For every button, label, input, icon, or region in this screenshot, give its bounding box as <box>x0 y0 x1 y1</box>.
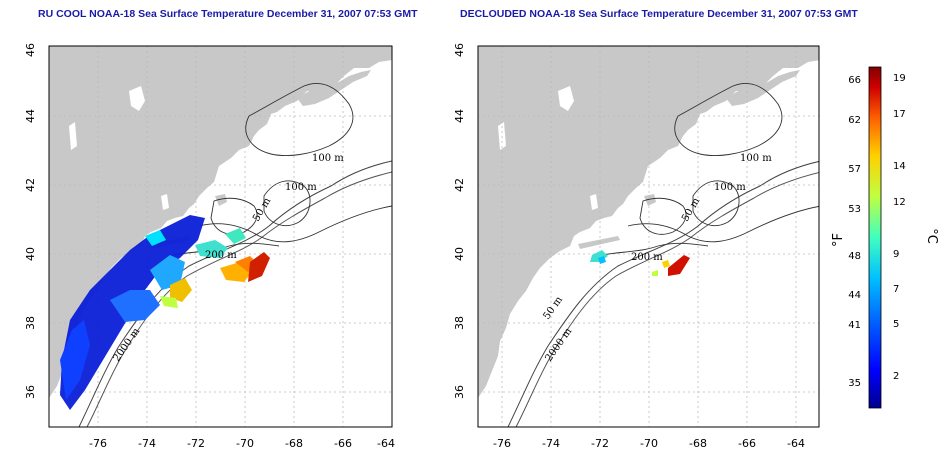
x-tick-right-7: -64 <box>787 437 805 450</box>
y-tick-left-1: 36 <box>24 385 37 399</box>
panel-title-left: RU COOL NOAA-18 Sea Surface Temperature … <box>38 8 418 20</box>
x-tick-left-4: -70 <box>236 437 254 450</box>
f-tick-3: 57 <box>848 164 861 175</box>
y-tick-right-5: 44 <box>453 109 466 123</box>
f-tick-2: 62 <box>848 115 861 126</box>
colorbar-gradient <box>868 66 882 409</box>
contour-label-right-4: 200 m <box>631 252 663 263</box>
f-tick-4: 53 <box>848 204 861 215</box>
x-tick-right-1: -76 <box>493 437 511 450</box>
x-tick-left-1: -76 <box>89 437 107 450</box>
contour-label-left-4: 200 m <box>205 250 237 261</box>
c-tick-8: 2 <box>893 371 899 382</box>
y-axis-left: 36 38 40 42 44 46 <box>24 43 37 399</box>
fahrenheit-unit-label: °F <box>831 233 846 247</box>
x-tick-left-6: -66 <box>334 437 352 450</box>
x-axis-right: -76 -74 -72 -70 -68 -66 -64 <box>493 437 805 450</box>
grid-right <box>478 46 819 427</box>
y-tick-left-6: 46 <box>24 43 37 57</box>
f-tick-6: 44 <box>848 290 861 301</box>
f-tick-7: 41 <box>848 320 861 331</box>
colorbar: 66 62 57 53 48 44 41 35 19 17 14 12 9 7 … <box>831 66 939 409</box>
y-tick-right-1: 36 <box>453 385 466 399</box>
map-panel-left: 100 m 100 m 50 m 200 m 2000 m -76 -74 -7… <box>24 43 395 450</box>
f-tick-1: 66 <box>848 75 861 86</box>
contour-label-right-2: 100 m <box>714 182 746 193</box>
c-tick-5: 9 <box>893 249 899 260</box>
y-tick-left-4: 42 <box>24 178 37 192</box>
celsius-scale: 19 17 14 12 9 7 5 2 <box>893 73 906 382</box>
sst-data-left <box>60 215 270 410</box>
c-tick-2: 17 <box>893 109 906 120</box>
x-tick-left-7: -64 <box>377 437 395 450</box>
contour-label-left-2: 100 m <box>285 182 317 193</box>
x-axis-left: -76 -74 -72 -70 -68 -66 -64 <box>89 437 395 450</box>
contour-label-right-1: 100 m <box>740 153 772 164</box>
x-tick-left-2: -74 <box>138 437 156 450</box>
y-tick-right-4: 42 <box>453 178 466 192</box>
c-tick-6: 7 <box>893 284 899 295</box>
c-tick-1: 19 <box>893 73 906 84</box>
x-tick-left-5: -68 <box>285 437 303 450</box>
c-tick-7: 5 <box>893 319 899 330</box>
y-tick-right-6: 46 <box>453 43 466 57</box>
x-tick-right-2: -74 <box>542 437 560 450</box>
y-tick-left-5: 44 <box>24 109 37 123</box>
x-tick-right-5: -68 <box>689 437 707 450</box>
y-tick-right-2: 38 <box>453 316 466 330</box>
fahrenheit-scale: 66 62 57 53 48 44 41 35 <box>848 75 861 389</box>
c-tick-3: 14 <box>893 161 906 172</box>
x-tick-right-4: -70 <box>640 437 658 450</box>
y-axis-right: 36 38 40 42 44 46 <box>453 43 466 399</box>
f-tick-5: 48 <box>848 251 861 262</box>
x-tick-left-3: -72 <box>187 437 205 450</box>
celsius-unit-label: °C <box>924 228 939 244</box>
x-tick-right-6: -66 <box>738 437 756 450</box>
contour-label-left-1: 100 m <box>312 153 344 164</box>
x-tick-right-3: -72 <box>591 437 609 450</box>
c-tick-4: 12 <box>893 197 906 208</box>
sst-data-right <box>590 250 690 276</box>
panel-title-right: DECLOUDED NOAA-18 Sea Surface Temperatur… <box>460 8 858 20</box>
map-panel-right: 100 m 100 m 50 m 200 m 50 m 2000 m -76 -… <box>453 43 820 450</box>
y-tick-left-3: 40 <box>24 247 37 261</box>
y-tick-left-2: 38 <box>24 316 37 330</box>
f-tick-8: 35 <box>848 378 861 389</box>
y-tick-right-3: 40 <box>453 247 466 261</box>
